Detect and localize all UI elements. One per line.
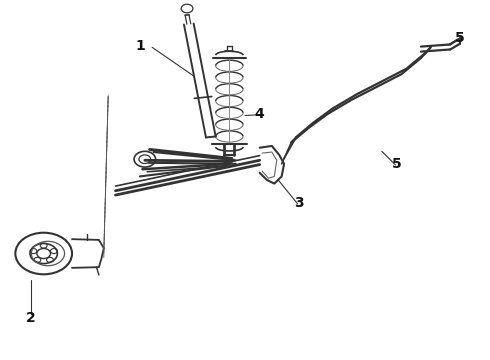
Text: 5: 5 — [455, 31, 465, 45]
Text: 5: 5 — [392, 157, 401, 171]
Text: 4: 4 — [255, 107, 265, 121]
Text: 3: 3 — [294, 196, 304, 210]
Text: 2: 2 — [26, 311, 36, 325]
Text: 1: 1 — [135, 39, 145, 53]
